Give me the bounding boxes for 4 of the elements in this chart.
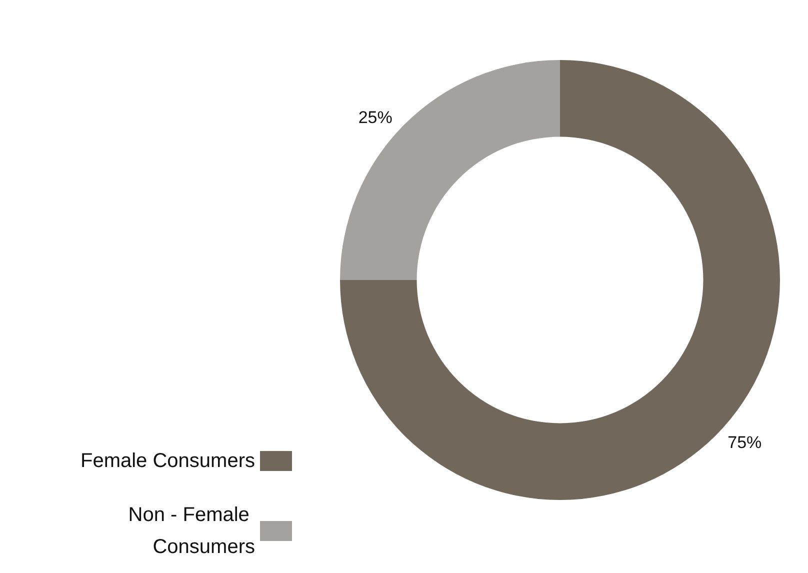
data-label: 25% [358, 108, 392, 127]
legend-label: Non - Female Consumers [128, 504, 255, 558]
data-label: 75% [728, 433, 762, 452]
legend-label: Female Consumers [80, 450, 255, 472]
